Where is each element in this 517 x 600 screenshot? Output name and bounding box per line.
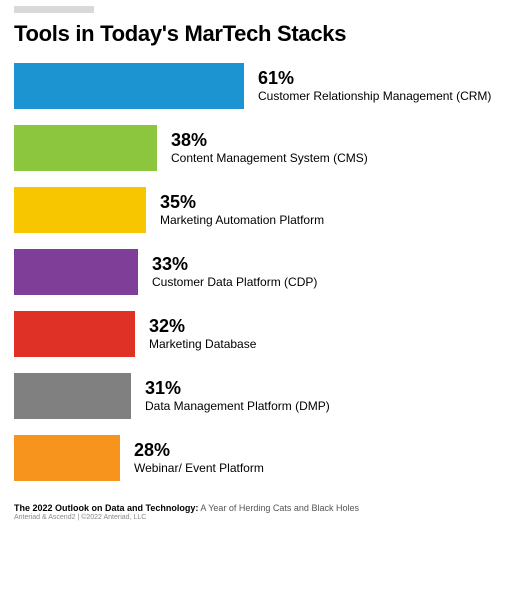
bar bbox=[14, 125, 157, 171]
bar-label: Marketing Database bbox=[149, 338, 256, 351]
bar-label-block: 28%Webinar/ Event Platform bbox=[134, 441, 264, 475]
bar-value: 61% bbox=[258, 69, 491, 89]
bar bbox=[14, 373, 131, 419]
bar-row: 33%Customer Data Platform (CDP) bbox=[14, 249, 517, 295]
bar-value: 32% bbox=[149, 317, 256, 337]
bar bbox=[14, 63, 244, 109]
bar-label: Customer Relationship Management (CRM) bbox=[258, 90, 491, 103]
bar-label-block: 61%Customer Relationship Management (CRM… bbox=[258, 69, 491, 103]
bar-row: 38%Content Management System (CMS) bbox=[14, 125, 517, 171]
bar-value: 35% bbox=[160, 193, 324, 213]
top-accent-bar bbox=[14, 6, 94, 13]
source-credit: Anteriad & Ascend2 | ©2022 Anteriad, LLC bbox=[14, 514, 517, 521]
bar-label: Webinar/ Event Platform bbox=[134, 462, 264, 475]
bar-label-block: 33%Customer Data Platform (CDP) bbox=[152, 255, 317, 289]
chart-title: Tools in Today's MarTech Stacks bbox=[14, 21, 517, 47]
source-line: The 2022 Outlook on Data and Technology:… bbox=[14, 503, 517, 513]
bar-row: 61%Customer Relationship Management (CRM… bbox=[14, 63, 517, 109]
bar-label: Customer Data Platform (CDP) bbox=[152, 276, 317, 289]
bar-row: 28%Webinar/ Event Platform bbox=[14, 435, 517, 481]
bar-row: 31%Data Management Platform (DMP) bbox=[14, 373, 517, 419]
bar-row: 32%Marketing Database bbox=[14, 311, 517, 357]
bar-label-block: 32%Marketing Database bbox=[149, 317, 256, 351]
bar-label: Content Management System (CMS) bbox=[171, 152, 368, 165]
bar bbox=[14, 311, 135, 357]
bar-label: Marketing Automation Platform bbox=[160, 214, 324, 227]
bar bbox=[14, 187, 146, 233]
bar-label-block: 35%Marketing Automation Platform bbox=[160, 193, 324, 227]
bar-label: Data Management Platform (DMP) bbox=[145, 400, 330, 413]
source-title-strong: The 2022 Outlook on Data and Technology: bbox=[14, 503, 198, 513]
bar-row: 35%Marketing Automation Platform bbox=[14, 187, 517, 233]
bar-value: 38% bbox=[171, 131, 368, 151]
source-title-rest: A Year of Herding Cats and Black Holes bbox=[198, 503, 359, 513]
bar bbox=[14, 249, 138, 295]
bar-value: 31% bbox=[145, 379, 330, 399]
bar-rows: 61%Customer Relationship Management (CRM… bbox=[0, 63, 517, 481]
bar-value: 28% bbox=[134, 441, 264, 461]
bar-label-block: 31%Data Management Platform (DMP) bbox=[145, 379, 330, 413]
bar-label-block: 38%Content Management System (CMS) bbox=[171, 131, 368, 165]
bar-value: 33% bbox=[152, 255, 317, 275]
bar bbox=[14, 435, 120, 481]
